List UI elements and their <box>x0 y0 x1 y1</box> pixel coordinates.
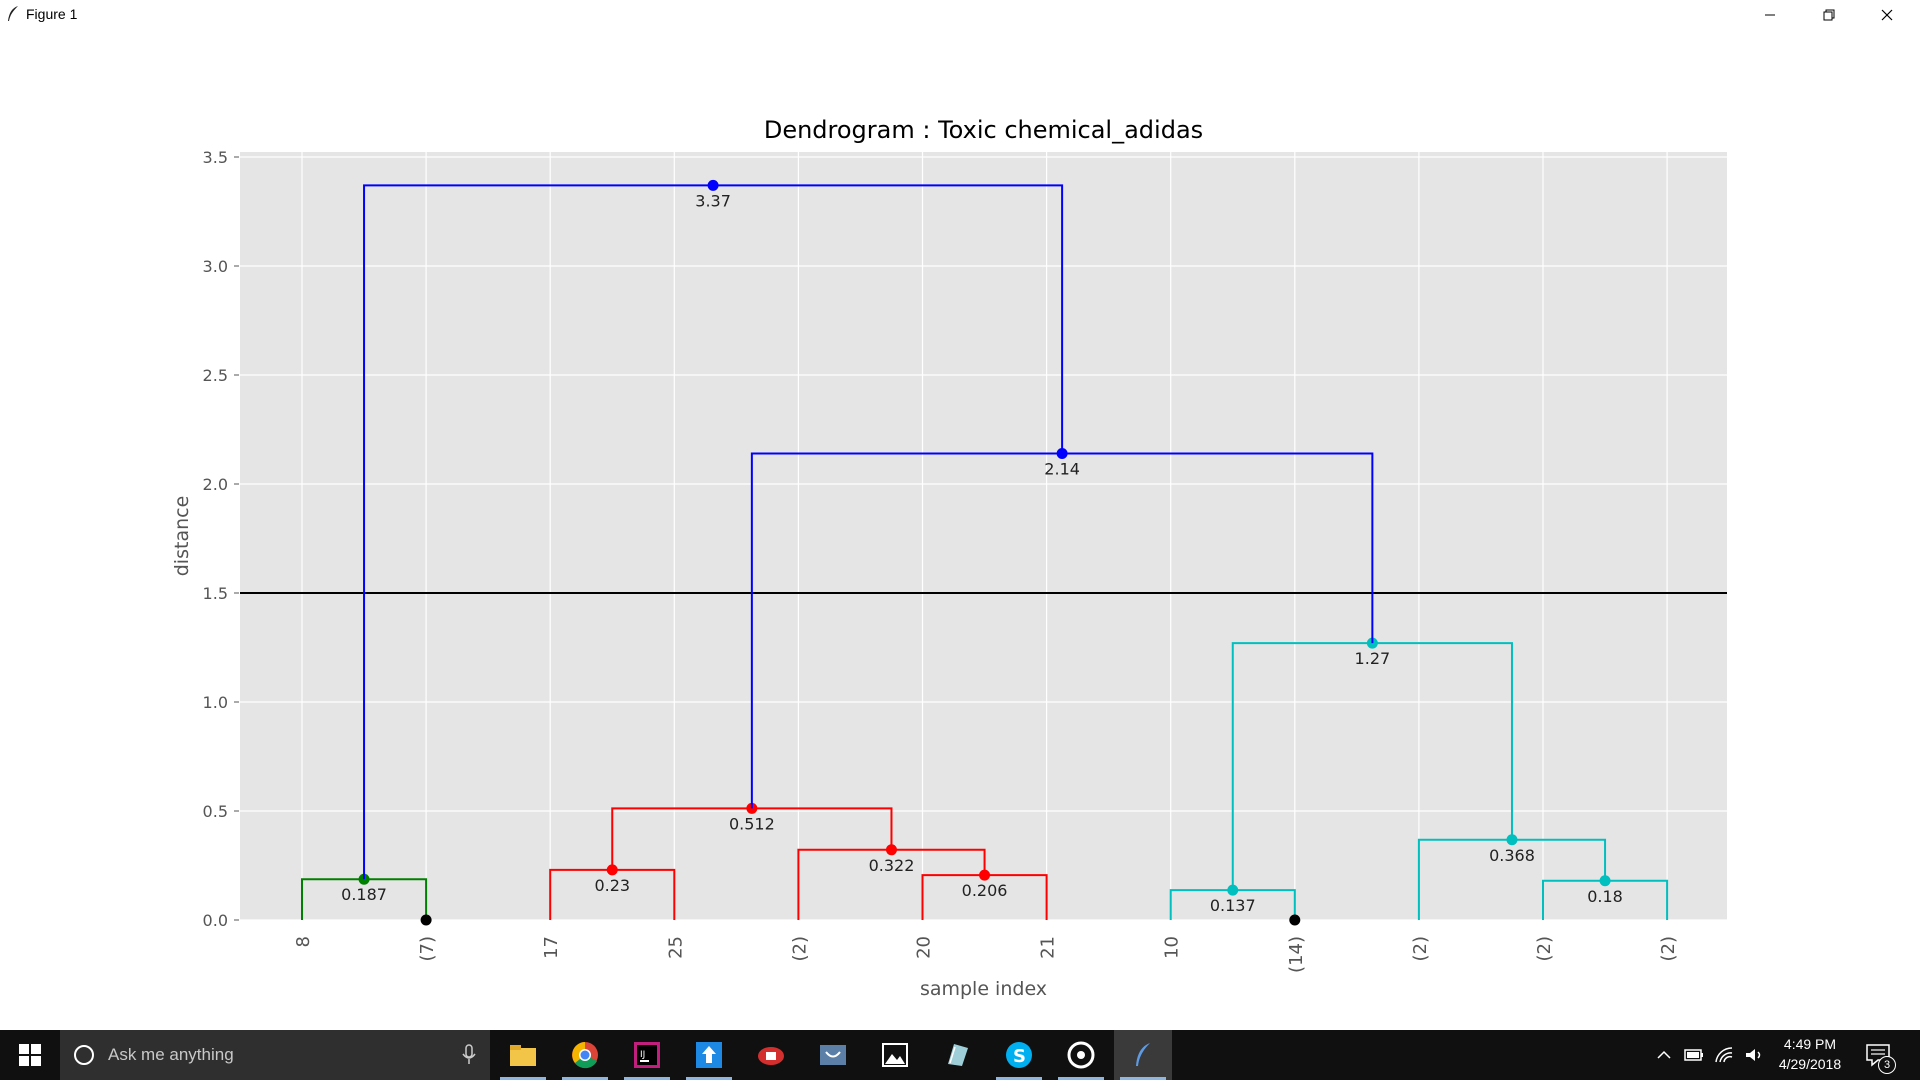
feather-icon <box>8 6 18 21</box>
clock-date: 4/29/2018 <box>1778 1056 1842 1072</box>
window-title: Figure 1 <box>26 6 78 22</box>
minimize-icon <box>1765 14 1775 16</box>
camera-app-icon[interactable] <box>804 1030 862 1080</box>
y-tick-label: 1.5 <box>203 584 228 603</box>
x-tick-label: (2) <box>1534 936 1555 962</box>
restore-button[interactable] <box>1800 0 1858 30</box>
y-tick-label: 3.0 <box>203 257 228 276</box>
x-tick-label: 10 <box>1162 936 1183 959</box>
merge-distance-label: 2.14 <box>1044 459 1080 478</box>
merge-distance-label: 0.206 <box>962 881 1008 900</box>
x-tick-label: 25 <box>665 936 686 959</box>
merge-distance-label: 0.512 <box>729 814 775 833</box>
merge-distance-label: 1.27 <box>1355 649 1391 668</box>
cortana-icon <box>74 1045 94 1065</box>
notification-icon[interactable] <box>1864 1040 1894 1070</box>
merge-distance-label: 0.18 <box>1587 887 1623 906</box>
x-tick-label: (7) <box>417 936 438 962</box>
y-tick-label: 2.5 <box>203 366 228 385</box>
merge-distance-label: 3.37 <box>695 191 731 210</box>
chrome-icon[interactable] <box>556 1030 614 1080</box>
merge-distance-label: 0.23 <box>594 876 630 895</box>
y-tick-label: 0.5 <box>203 802 228 821</box>
upload-tool-icon[interactable] <box>680 1030 738 1080</box>
plot-area <box>240 152 1727 920</box>
merge-distance-label: 0.368 <box>1489 846 1535 865</box>
windows-logo-icon <box>19 1044 41 1066</box>
x-tick-label: (14) <box>1286 936 1307 973</box>
x-tick-label: 17 <box>541 936 562 959</box>
merge-point <box>707 179 719 191</box>
y-axis-label: distance <box>171 496 193 577</box>
intellij-icon[interactable]: IJ <box>618 1030 676 1080</box>
svg-text:IJ: IJ <box>640 1050 645 1060</box>
restore-icon <box>1823 9 1835 21</box>
truncated-leaf-marker <box>420 914 432 926</box>
x-tick-label: 20 <box>914 936 935 959</box>
file-explorer-icon[interactable] <box>494 1030 552 1080</box>
media-player-icon[interactable] <box>1052 1030 1110 1080</box>
figure-canvas: 0.187 0.23 0.206 0.322 0.512 0.137 0.18 0.368 1.… <box>0 30 1920 1030</box>
merge-distance-label: 0.187 <box>341 885 387 904</box>
dendrogram-chart: 0.187 0.23 0.206 0.322 0.512 0.137 0.18 0.368 1.… <box>171 116 1727 1000</box>
minimize-button[interactable] <box>1741 0 1799 30</box>
merge-distance-label: 0.137 <box>1210 896 1256 915</box>
chart-title: Dendrogram : Toxic chemical_adidas <box>764 116 1203 144</box>
clock-time: 4:49 PM <box>1783 1036 1837 1052</box>
wifi-icon[interactable] <box>1714 1045 1734 1065</box>
y-tick-label: 2.0 <box>203 475 228 494</box>
svg-text:S: S <box>1013 1046 1026 1067</box>
search-box[interactable]: Ask me anything <box>60 1030 490 1080</box>
x-tick-label: 21 <box>1038 936 1059 959</box>
merge-distance-label: 0.322 <box>869 856 915 875</box>
notification-count: 3 <box>1878 1056 1896 1074</box>
microphone-icon[interactable] <box>462 1044 476 1066</box>
volume-icon[interactable] <box>1744 1045 1764 1065</box>
close-icon <box>1881 9 1893 21</box>
photos-icon[interactable] <box>866 1030 924 1080</box>
screen-recorder-icon[interactable] <box>742 1030 800 1080</box>
x-tick-label: (2) <box>1410 936 1431 962</box>
start-button[interactable] <box>0 1030 60 1080</box>
battery-icon[interactable] <box>1684 1045 1704 1065</box>
clock[interactable]: 4:49 PM 4/29/2018 <box>1770 1034 1850 1074</box>
skype-icon[interactable]: S <box>990 1030 1048 1080</box>
python-figure-icon[interactable] <box>1114 1030 1172 1080</box>
y-tick-label: 1.0 <box>203 693 228 712</box>
y-tick-label: 0.0 <box>203 911 228 930</box>
close-button[interactable] <box>1858 0 1916 30</box>
x-tick-label: 8 <box>293 936 314 947</box>
notes-app-icon[interactable] <box>928 1030 986 1080</box>
window-titlebar: Figure 1 <box>0 0 1920 30</box>
y-tick-label: 3.5 <box>203 148 228 167</box>
x-tick-label: (2) <box>789 936 810 962</box>
chevron-up-icon[interactable] <box>1654 1045 1674 1065</box>
x-axis-label: sample index <box>920 978 1047 1000</box>
truncated-leaf-marker <box>1289 914 1301 926</box>
search-placeholder: Ask me anything <box>108 1045 234 1064</box>
taskbar: Ask me anything IJ S <box>0 1030 1920 1080</box>
x-tick-label: (2) <box>1658 936 1679 962</box>
